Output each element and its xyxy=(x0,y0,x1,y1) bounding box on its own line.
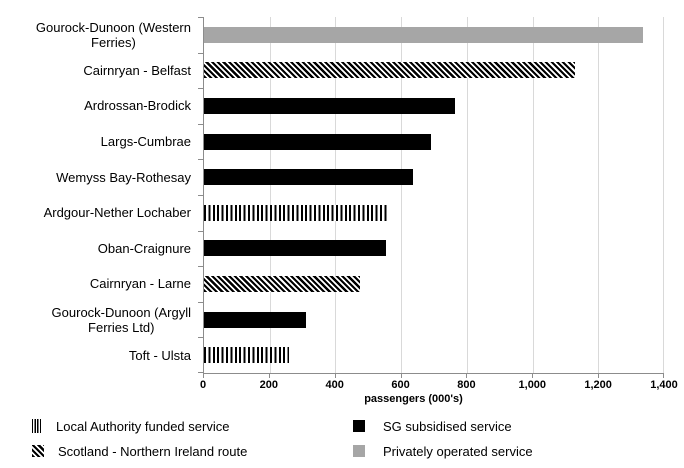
bar-row xyxy=(204,302,664,338)
category-label: Wemyss Bay-Rothesay xyxy=(56,169,191,185)
x-tick-label: 200 xyxy=(259,379,279,391)
bar-row xyxy=(204,17,664,53)
x-tick-label: 1,200 xyxy=(584,379,612,391)
diagonal-hatch-swatch-icon xyxy=(32,445,44,457)
legend-item-local-authority: Local Authority funded service xyxy=(32,418,230,434)
x-tick-label: 400 xyxy=(325,379,344,391)
y-tick-mark xyxy=(198,17,203,18)
bar xyxy=(204,97,456,114)
category-row: Wemyss Bay-Rothesay xyxy=(0,159,197,195)
gridline xyxy=(466,17,468,373)
y-tick-mark xyxy=(198,302,203,303)
bar xyxy=(204,311,306,328)
x-tick-mark xyxy=(400,374,402,378)
bar-row xyxy=(204,124,664,160)
category-label: Gourock-Dunoon (Argyll Ferries Ltd) xyxy=(51,304,191,335)
vertical-stripes-swatch-icon xyxy=(32,419,42,433)
x-tick-label: 0 xyxy=(199,379,207,391)
category-row: Ardrossan-Brodick xyxy=(0,88,197,124)
y-tick-mark xyxy=(198,266,203,267)
bar-row xyxy=(204,53,664,89)
y-tick-mark xyxy=(198,88,203,89)
gridline xyxy=(663,17,664,373)
category-label: Ardrossan-Brodick xyxy=(84,98,191,114)
bar xyxy=(204,347,290,364)
category-label: Cairnryan - Belfast xyxy=(83,62,191,78)
gridline xyxy=(269,17,271,373)
y-tick-mark xyxy=(198,372,203,373)
x-tick-mark xyxy=(598,374,600,378)
bar xyxy=(204,240,387,257)
x-tick-mark xyxy=(334,374,336,378)
x-tick-label: 600 xyxy=(391,379,410,391)
y-tick-mark xyxy=(198,195,203,196)
x-tick-mark xyxy=(532,374,534,378)
bar-row xyxy=(204,159,664,195)
category-label: Gourock-Dunoon (Western Ferries) xyxy=(35,19,191,50)
gridline xyxy=(598,17,600,373)
y-tick-mark xyxy=(198,159,203,160)
category-row: Toft - Ulsta xyxy=(0,337,197,373)
y-tick-mark xyxy=(198,53,203,54)
gray-square-swatch-icon xyxy=(353,445,365,457)
legend-label: Local Authority funded service xyxy=(56,418,230,434)
gridline xyxy=(335,17,337,373)
x-tick-mark xyxy=(466,374,468,378)
bar xyxy=(204,275,361,292)
legend-item-scotland-ni: Scotland - Northern Ireland route xyxy=(32,443,248,459)
category-label: Toft - Ulsta xyxy=(128,347,191,363)
plot-area xyxy=(203,17,664,374)
bar-row xyxy=(204,88,664,124)
bar-row xyxy=(204,266,664,302)
bar xyxy=(204,169,413,186)
black-square-swatch-icon xyxy=(353,420,365,432)
y-tick-mark xyxy=(198,231,203,232)
bar xyxy=(204,133,431,150)
x-axis-ticks xyxy=(203,374,664,378)
category-label: Ardgour-Nether Lochaber xyxy=(43,205,191,221)
bar xyxy=(204,62,576,79)
legend-label: SG subsidised service xyxy=(383,418,512,434)
category-row: Oban-Craignure xyxy=(0,231,197,267)
category-label: Largs-Cumbrae xyxy=(100,134,191,150)
category-label: Oban-Craignure xyxy=(97,240,191,256)
category-row: Cairnryan - Belfast xyxy=(0,53,197,89)
category-row: Cairnryan - Larne xyxy=(0,266,197,302)
x-axis-tick-labels: 0 200 400 600 800 1,000 1,200 1,400 xyxy=(199,379,678,393)
bar-row xyxy=(204,195,664,231)
y-tick-mark xyxy=(198,337,203,338)
legend-item-privately-operated: Privately operated service xyxy=(353,443,533,459)
x-tick-label: 1,400 xyxy=(650,379,678,391)
x-tick-mark xyxy=(203,374,204,378)
bar xyxy=(204,26,643,43)
legend-item-sg-subsidised: SG subsidised service xyxy=(353,418,512,434)
y-axis-labels: Gourock-Dunoon (Western Ferries) Cairnrya… xyxy=(0,17,197,373)
x-tick-label: 800 xyxy=(457,379,476,391)
bar xyxy=(204,204,388,221)
gridline xyxy=(401,17,403,373)
x-tick-mark xyxy=(663,374,664,378)
x-axis-title: passengers (000's) xyxy=(364,393,463,405)
legend-label: Privately operated service xyxy=(383,443,533,459)
category-row: Gourock-Dunoon (Western Ferries) xyxy=(0,17,197,53)
bar-row xyxy=(204,337,664,373)
y-axis-ticks xyxy=(198,17,203,374)
x-tick-label: 1,000 xyxy=(518,379,547,391)
category-row: Gourock-Dunoon (Argyll Ferries Ltd) xyxy=(0,302,197,338)
x-tick-mark xyxy=(268,374,270,378)
category-row: Largs-Cumbrae xyxy=(0,124,197,160)
bar-row xyxy=(204,231,664,267)
legend-label: Scotland - Northern Ireland route xyxy=(58,443,248,459)
category-label: Cairnryan - Larne xyxy=(89,276,191,292)
y-tick-mark xyxy=(198,124,203,125)
category-row: Ardgour-Nether Lochaber xyxy=(0,195,197,231)
gridline xyxy=(532,17,534,373)
